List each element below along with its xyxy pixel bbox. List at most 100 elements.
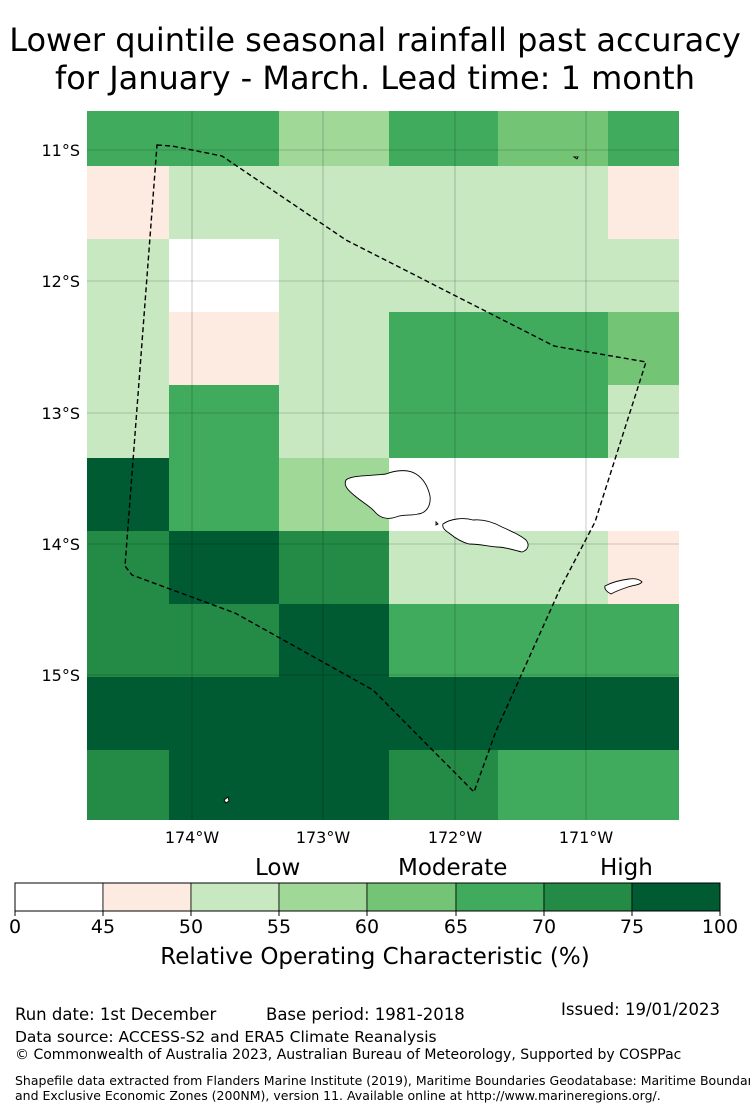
grid-cell: [279, 677, 389, 750]
colorbar-segment: [190, 882, 280, 912]
map-title-line1: Lower quintile seasonal rainfall past ac…: [9, 21, 741, 59]
grid-cell: [608, 312, 679, 385]
grid-cell: [279, 312, 389, 385]
colorbar-tick-label: 60: [355, 916, 379, 938]
grid-cell: [608, 111, 679, 166]
lon-label-173w: 173°W: [296, 828, 351, 847]
colorbar-segment: [278, 882, 368, 912]
colorbar-segment: [102, 882, 192, 912]
grid-cell: [169, 385, 279, 458]
data-source: Data source: ACCESS-S2 and ERA5 Climate …: [15, 1028, 437, 1046]
lat-label-12s: 12°S: [41, 272, 80, 291]
grid-cell: [169, 531, 279, 604]
grid-cell: [87, 750, 169, 820]
colorbar-tick-label: 50: [179, 916, 203, 938]
grid-cell: [498, 312, 608, 385]
swains-island: [572, 156, 579, 160]
grid-cell: [498, 750, 608, 820]
lat-label-14s: 14°S: [41, 535, 80, 554]
grid-cell: [608, 604, 679, 677]
grid-cell: [498, 239, 608, 312]
grid-cell: [169, 239, 279, 312]
apolima-islet: [435, 520, 439, 526]
grid-cell: [389, 677, 498, 750]
copyright: © Commonwealth of Australia 2023, Austra…: [15, 1047, 682, 1063]
lon-label-172w: 172°W: [428, 828, 483, 847]
grid-cell: [87, 604, 169, 677]
grid-cell: [87, 111, 183, 166]
legend-moderate-label: Moderate: [398, 855, 508, 881]
upolu-island: [442, 518, 529, 553]
colorbar-tick-label: 0: [9, 916, 21, 938]
legend-high-label: High: [600, 855, 653, 881]
grid-cell: [279, 239, 389, 312]
grid-cell: [498, 385, 608, 458]
lon-label-174w: 174°W: [165, 828, 220, 847]
grid-cell: [169, 604, 279, 677]
roc-map-figure: 11°S 12°S 13°S 14°S 15°S 174°W 173°W 172…: [9, 111, 738, 938]
colorbar-ticks: 0 45 50 55 60 65 70 75 100: [9, 911, 738, 938]
grid-cell: [608, 677, 679, 750]
grid-cell: [279, 750, 389, 820]
latitude-labels: 11°S 12°S 13°S 14°S 15°S: [41, 141, 80, 685]
grid-cell: [87, 531, 169, 604]
shapefile-credit-line2: and Exclusive Economic Zones (200NM), ve…: [15, 1088, 661, 1103]
grid-cell: [169, 458, 279, 531]
grid-cell: [279, 385, 389, 458]
run-date: Run date: 1st December: [15, 1005, 217, 1024]
grid-cell: [498, 604, 608, 677]
legend-low-label: Low: [255, 855, 301, 881]
grid-cell: [334, 111, 389, 166]
grid-cell: [389, 604, 498, 677]
colorbar-tick-label: 65: [444, 916, 468, 938]
lat-label-13s: 13°S: [41, 404, 80, 423]
colorbar-tick-label: 75: [620, 916, 644, 938]
tutuila-island: [604, 578, 643, 595]
grid-cell: [389, 166, 498, 239]
grid-cell: [169, 166, 279, 239]
lat-label-15s: 15°S: [41, 666, 80, 685]
grid-cell: [389, 385, 498, 458]
grid-cell: [498, 166, 608, 239]
grid-cell: [389, 312, 498, 385]
grid-cell: [87, 166, 169, 239]
shapefile-credit-line1: Shapefile data extracted from Flanders M…: [15, 1073, 750, 1088]
grid-cell: [87, 677, 169, 750]
grid-cell: [183, 111, 279, 166]
grid-cell: [389, 239, 498, 312]
rose-atoll: [223, 796, 230, 804]
base-period: Base period: 1981-2018: [266, 1005, 465, 1024]
grid-cell: [169, 750, 279, 820]
grid-cell: [279, 111, 334, 166]
issued-date: Issued: 19/01/2023: [561, 1000, 721, 1019]
samoa-islands: [223, 156, 643, 804]
colorbar-tick-label: 45: [91, 916, 115, 938]
colorbar-segment: [543, 882, 633, 912]
grid-cell: [498, 111, 608, 166]
grid-cell: [87, 239, 169, 312]
grid-cell: [87, 385, 169, 458]
grid-cell: [608, 166, 679, 239]
map-title-line2: for January - March. Lead time: 1 month: [55, 59, 695, 97]
grid-cell: [279, 531, 389, 604]
grid-cell: [498, 677, 608, 750]
grid-cell: [498, 458, 608, 531]
grid-cell: [389, 111, 498, 166]
lon-label-171w: 171°W: [559, 828, 614, 847]
colorbar-segment: [455, 882, 545, 912]
eez-boundary: [124, 144, 647, 794]
roc-colorbar: [14, 882, 721, 912]
grid-cell: [169, 677, 279, 750]
longitude-labels: 174°W 173°W 172°W 171°W: [165, 828, 614, 847]
grid-cell: [608, 531, 679, 604]
colorbar-tick-label: 55: [267, 916, 291, 938]
colorbar-segment: [366, 882, 457, 912]
colorbar-tick-label: 70: [532, 916, 556, 938]
grid-cell: [279, 166, 389, 239]
grid-cell: [87, 312, 169, 385]
grid-cell: [608, 239, 679, 312]
colorbar-segment: [14, 882, 104, 912]
roc-grid-cells: [87, 111, 679, 820]
savaii-island: [344, 470, 431, 519]
map-gridlines: [87, 111, 679, 820]
